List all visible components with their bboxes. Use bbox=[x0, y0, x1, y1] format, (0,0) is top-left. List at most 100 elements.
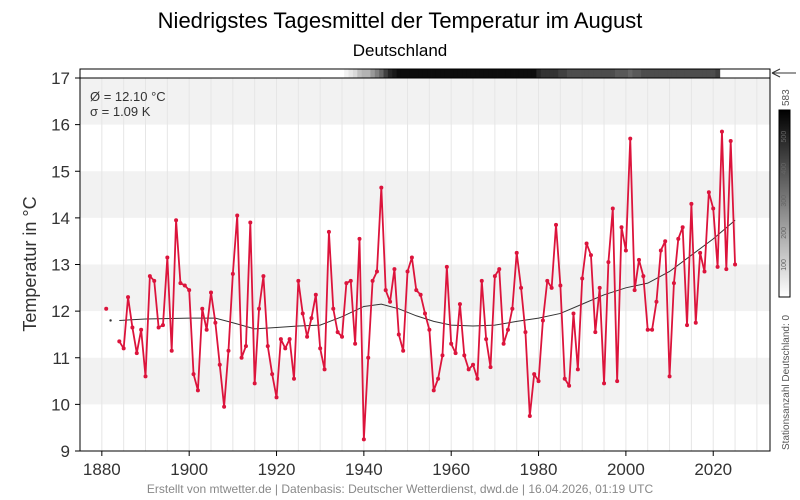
data-point-1924 bbox=[291, 376, 296, 381]
density-cell-2017 bbox=[697, 69, 703, 78]
data-point-1941 bbox=[366, 355, 371, 360]
density-cell-1961 bbox=[453, 69, 459, 78]
data-point-1998 bbox=[615, 379, 620, 384]
density-cell-1940 bbox=[361, 69, 367, 78]
data-point-1989 bbox=[575, 367, 580, 372]
y-tick-label-12: 12 bbox=[51, 302, 70, 321]
data-point-1930 bbox=[318, 346, 323, 351]
data-point-1920 bbox=[274, 395, 279, 400]
data-point-2011 bbox=[671, 281, 676, 286]
data-point-2020 bbox=[711, 206, 716, 211]
stat-mean: Ø = 12.10 °C bbox=[90, 89, 166, 104]
data-point-1991 bbox=[584, 241, 589, 246]
stat-sd: σ = 1.09 K bbox=[90, 104, 151, 119]
data-point-1889 bbox=[139, 327, 144, 332]
data-point-1903 bbox=[200, 306, 205, 311]
data-point-1910 bbox=[230, 271, 235, 276]
density-cell-2007 bbox=[654, 69, 660, 78]
data-point-1984 bbox=[554, 222, 559, 227]
density-cell-1957 bbox=[435, 69, 441, 78]
data-point-1904 bbox=[204, 327, 209, 332]
data-point-1895 bbox=[165, 255, 170, 260]
density-cell-1999 bbox=[619, 69, 625, 78]
density-cell-1993 bbox=[593, 69, 598, 78]
colorbar-tick-400: 400 bbox=[781, 163, 788, 175]
chart-subtitle: Deutschland bbox=[353, 41, 448, 60]
density-cell-1956 bbox=[431, 69, 437, 78]
density-cell-1990 bbox=[580, 69, 585, 78]
density-cell-1958 bbox=[440, 69, 446, 78]
density-cell-1996 bbox=[606, 69, 612, 78]
data-point-2013 bbox=[680, 225, 685, 230]
data-point-1996 bbox=[606, 260, 611, 265]
data-point-1891 bbox=[147, 274, 152, 279]
station-density-bar bbox=[79, 68, 796, 79]
x-tick-label-2020: 2020 bbox=[694, 460, 732, 479]
temperature-series bbox=[104, 129, 738, 442]
data-point-2019 bbox=[706, 190, 711, 195]
data-point-2018 bbox=[702, 269, 707, 274]
data-point-1992 bbox=[588, 253, 593, 258]
colorbar-swatch bbox=[778, 109, 791, 298]
density-cell-2006 bbox=[649, 69, 655, 78]
density-cell-1964 bbox=[466, 69, 472, 78]
data-point-1897 bbox=[174, 218, 179, 223]
density-cell-1951 bbox=[409, 69, 415, 78]
density-cell-1949 bbox=[400, 69, 406, 78]
density-cell-2013 bbox=[680, 69, 686, 78]
y-tick-label-14: 14 bbox=[51, 209, 70, 228]
density-cell-1947 bbox=[392, 69, 398, 78]
density-cell-1969 bbox=[488, 69, 494, 78]
data-point-1938 bbox=[353, 341, 358, 346]
density-cell-2012 bbox=[676, 69, 681, 78]
data-point-1900 bbox=[187, 288, 192, 293]
density-cell-1936 bbox=[344, 69, 349, 78]
data-point-1912 bbox=[239, 355, 244, 360]
chart-title: Niedrigstes Tagesmittel der Temperatur i… bbox=[158, 8, 643, 33]
data-point-1966 bbox=[475, 376, 480, 381]
density-cell-1989 bbox=[575, 69, 581, 78]
plot-frame bbox=[79, 68, 771, 452]
data-point-1982 bbox=[545, 278, 550, 283]
density-cell-1946 bbox=[387, 69, 393, 78]
data-point-2001 bbox=[628, 136, 633, 141]
density-cell-1991 bbox=[584, 69, 590, 78]
data-point-1934 bbox=[335, 330, 340, 335]
density-cell-1986 bbox=[562, 69, 568, 78]
colorbar-tick-200: 200 bbox=[781, 227, 788, 239]
data-point-1948 bbox=[396, 332, 401, 337]
data-point-1987 bbox=[567, 383, 572, 388]
data-point-2014 bbox=[685, 323, 690, 328]
density-cell-1979 bbox=[531, 69, 537, 78]
data-point-1957 bbox=[436, 376, 441, 381]
data-point-1928 bbox=[309, 316, 314, 321]
density-cell-1955 bbox=[427, 69, 432, 78]
density-arrow bbox=[771, 68, 796, 78]
density-cell-1982 bbox=[545, 69, 550, 78]
y-tick-label-16: 16 bbox=[51, 116, 70, 135]
band-10 bbox=[80, 357, 770, 405]
data-point-1999 bbox=[619, 225, 624, 230]
data-point-1944 bbox=[379, 185, 384, 190]
density-cell-2008 bbox=[658, 69, 664, 78]
data-point-1935 bbox=[340, 334, 345, 339]
data-point-1913 bbox=[243, 344, 248, 349]
data-point-1940 bbox=[361, 437, 366, 442]
data-point-1946 bbox=[388, 299, 393, 304]
vertical-gridlines bbox=[101, 78, 758, 451]
data-point-1901 bbox=[191, 372, 196, 377]
density-cell-1967 bbox=[479, 69, 485, 78]
data-point-1909 bbox=[226, 348, 231, 353]
data-point-2010 bbox=[667, 374, 672, 379]
data-point-1951 bbox=[409, 255, 414, 260]
footer-credit: Erstellt von mtwetter.de | Datenbasis: D… bbox=[147, 482, 654, 496]
density-cell-1970 bbox=[492, 69, 498, 78]
density-cell-1962 bbox=[457, 69, 463, 78]
data-point-1927 bbox=[305, 334, 310, 339]
early-point-1881 bbox=[104, 306, 109, 311]
data-point-1956 bbox=[431, 388, 436, 393]
data-point-1997 bbox=[610, 206, 615, 211]
alternating-bands bbox=[80, 78, 770, 405]
series-line bbox=[118, 130, 736, 441]
